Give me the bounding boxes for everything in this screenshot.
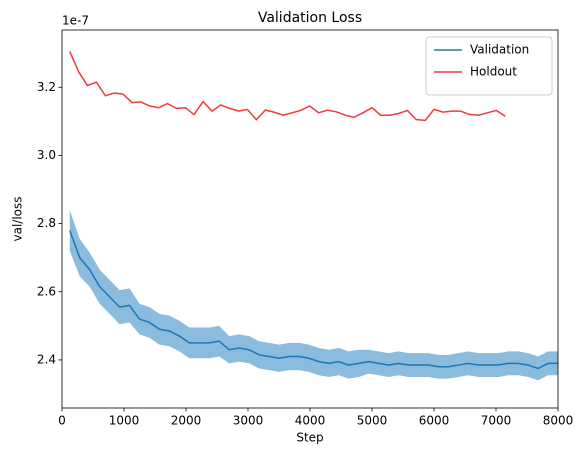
y-tick-label: 2.6: [37, 284, 56, 298]
x-tick-label: 3000: [233, 414, 264, 428]
x-tick-label: 1000: [109, 414, 140, 428]
y-tick-label: 3.2: [37, 80, 56, 94]
series-line: [69, 51, 506, 122]
x-tick-label: 7000: [481, 414, 512, 428]
y-tick-label: 3.0: [37, 148, 56, 162]
y-tick-label: 2.8: [37, 216, 56, 230]
x-tick-label: 4000: [295, 414, 326, 428]
legend-label: Holdout: [470, 65, 517, 79]
y-tick-label: 2.4: [37, 352, 56, 366]
legend: Validation Holdout: [425, 36, 553, 96]
x-tick-label: 2000: [171, 414, 202, 428]
plot-area: [69, 51, 558, 381]
chart-title: Validation Loss: [258, 10, 362, 26]
x-tick-label: 6000: [419, 414, 450, 428]
x-tick-label: 5000: [357, 414, 388, 428]
legend-label: Validation: [470, 43, 529, 57]
y-offset-label: 1e-7: [62, 14, 89, 28]
x-axis-label: Step: [296, 431, 323, 445]
legend-box: [425, 36, 553, 96]
y-axis-label: val/loss: [11, 196, 25, 241]
x-tick-label: 0: [58, 414, 66, 428]
x-tick-label: 8000: [543, 414, 574, 428]
error-band: [69, 209, 558, 381]
series-line: [69, 230, 558, 370]
